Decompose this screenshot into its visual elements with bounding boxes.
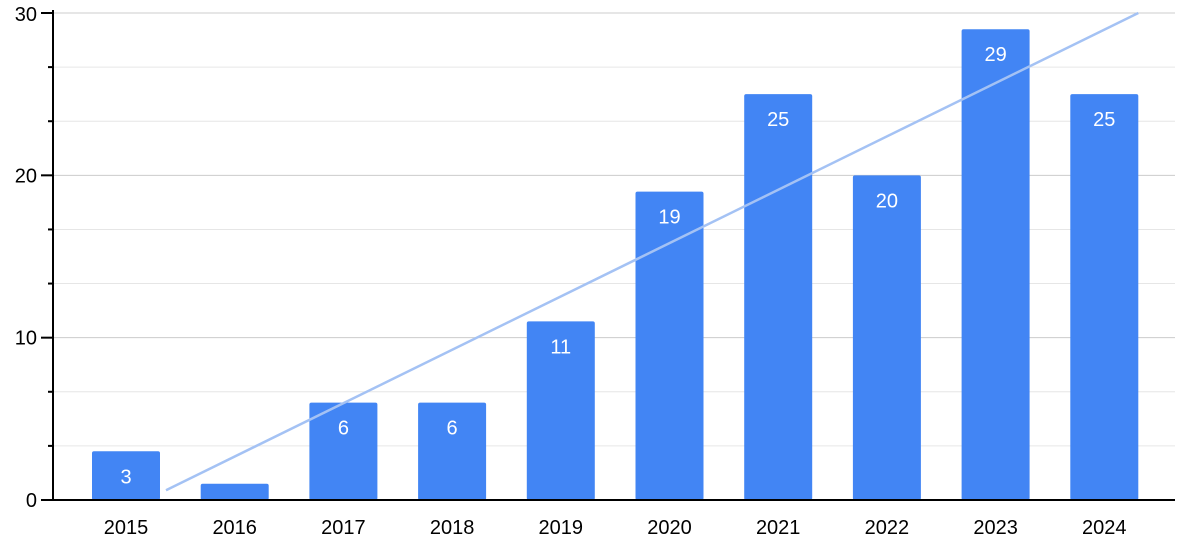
x-tick-label: 2017 — [321, 517, 366, 539]
bar — [309, 402, 378, 500]
data-label: 20 — [876, 190, 898, 212]
data-label: 29 — [984, 44, 1006, 66]
bar — [961, 29, 1030, 500]
x-tick-label: 2018 — [430, 517, 475, 539]
data-label: 25 — [1093, 109, 1115, 131]
data-label: 11 — [550, 336, 571, 358]
y-tick-label: 30 — [15, 4, 37, 26]
x-tick-label: 2016 — [212, 517, 257, 539]
bar — [526, 321, 595, 500]
bar — [418, 402, 487, 500]
bar — [852, 175, 921, 501]
data-label: 6 — [338, 418, 349, 440]
x-tick-label: 2024 — [1082, 517, 1127, 539]
y-tick-label: 0 — [26, 490, 37, 512]
x-tick-label: 2019 — [539, 517, 584, 539]
y-tick-label: 20 — [15, 165, 37, 187]
data-label: 19 — [658, 207, 680, 229]
bar — [635, 191, 704, 501]
x-tick-label: 2023 — [973, 517, 1018, 539]
x-tick-label: 2015 — [104, 517, 149, 539]
bar — [1070, 94, 1139, 501]
data-label: 3 — [120, 466, 131, 488]
trendline-layer — [165, 11, 1139, 492]
data-labels: 3 1 6 6 11 19 25 20 29 25 — [120, 44, 1115, 521]
x-tick-label: 2022 — [865, 517, 910, 539]
y-tick-label: 10 — [15, 328, 37, 350]
trendline — [165, 11, 1139, 492]
x-tick-label: 2020 — [647, 517, 692, 539]
bars — [92, 29, 1139, 501]
bar — [200, 483, 269, 500]
bar — [744, 94, 813, 501]
x-tick-label: 2021 — [756, 517, 801, 539]
gridlines — [53, 12, 1175, 447]
data-label: 25 — [767, 109, 789, 131]
data-label: 6 — [447, 418, 458, 440]
bar — [92, 451, 160, 500]
data-label: 1 — [229, 499, 240, 521]
